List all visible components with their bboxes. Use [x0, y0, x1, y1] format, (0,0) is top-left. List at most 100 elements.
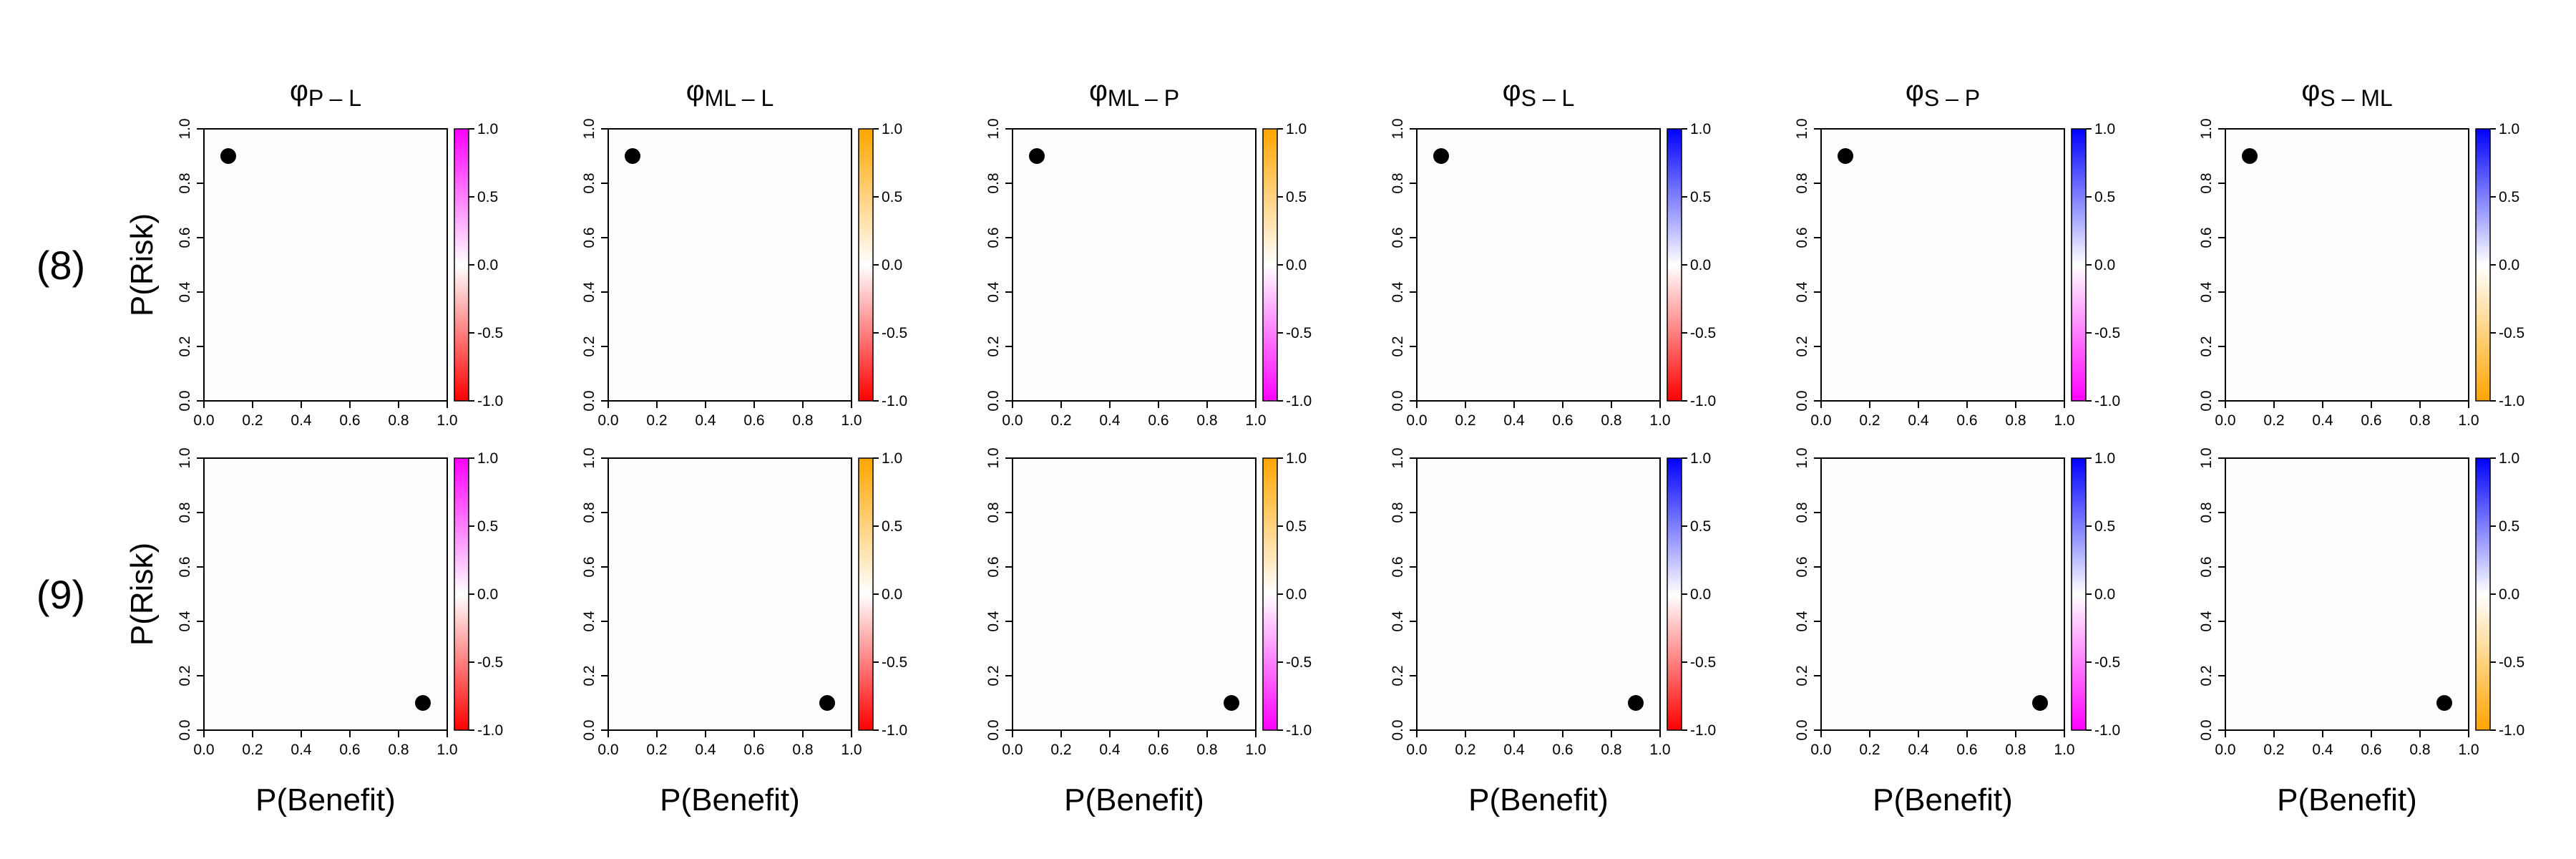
colorbar-tick-label: 0.5: [2094, 189, 2115, 205]
y-tick-label: 0.2: [2198, 665, 2215, 686]
colorbar: [454, 129, 469, 401]
x-tick-label: 0.0: [1002, 412, 1023, 429]
colorbar-tick-label: 0.0: [477, 257, 498, 273]
panel-8-3: 0.0 0.2 0.4 0.6 0.8 1.0 0.0 0.2 0.4 0.6 0.8 1.0 -1.0…: [985, 75, 1312, 429]
x-tick-label: 0.4: [2312, 412, 2333, 429]
y-tick-label: 1.0: [581, 447, 597, 468]
x-axis-title: P(Benefit): [255, 782, 396, 817]
x-tick-label: 1.0: [1245, 742, 1266, 758]
colorbar-tick-label: -0.5: [477, 325, 503, 341]
colorbar-tick-label: -0.5: [477, 654, 503, 671]
x-tick-label: 0.2: [1455, 412, 1475, 429]
colorbar-tick-label: -1.0: [477, 393, 503, 409]
data-point: [2032, 695, 2048, 711]
x-tick-label: 0.4: [1503, 412, 1525, 429]
row-label: (8): [36, 243, 85, 288]
y-tick-label: 0.2: [2198, 336, 2215, 356]
y-tick-label: 0.2: [1390, 665, 1406, 686]
y-tick-label: 1.0: [177, 447, 193, 468]
data-point: [819, 695, 835, 711]
colorbar-tick-label: 0.0: [1690, 586, 1711, 603]
x-tick-label: 0.8: [2409, 742, 2430, 758]
data-point: [1224, 695, 1239, 711]
x-tick-label: 0.8: [1601, 412, 1621, 429]
colorbar-tick-label: 1.0: [2499, 121, 2519, 137]
y-tick-label: 1.0: [1794, 447, 1810, 468]
y-tick-label: 0.4: [2198, 281, 2215, 303]
colorbar: [2476, 458, 2490, 730]
x-tick-label: 0.6: [339, 742, 360, 758]
x-tick-label: 1.0: [2054, 412, 2074, 429]
x-tick-label: 0.0: [1810, 412, 1831, 429]
plot-frame: [2225, 128, 2469, 402]
colorbar-tick-label: 0.5: [2499, 518, 2519, 535]
x-tick-label: 0.6: [1148, 412, 1169, 429]
y-tick-label: 0.4: [985, 611, 1002, 632]
y-tick-label: 0.8: [1390, 502, 1406, 523]
colorbar-tick-label: 1.0: [2094, 121, 2115, 137]
colorbar-tick-label: 0.0: [2094, 257, 2115, 273]
y-tick-label: 0.8: [1390, 173, 1406, 193]
colorbar: [2072, 458, 2086, 730]
x-tick-label: 0.2: [242, 412, 263, 429]
x-tick-label: 0.6: [339, 412, 360, 429]
plot-frame: [1416, 457, 1661, 731]
x-tick-label: 0.0: [597, 412, 618, 429]
colorbar-tick-label: 0.5: [1690, 189, 1711, 205]
colorbar: [2476, 129, 2490, 401]
colorbar: [2072, 129, 2086, 401]
colorbar: [859, 458, 873, 730]
plot-frame: [1012, 128, 1257, 402]
plot-frame: [608, 457, 852, 731]
plot-area: [2225, 458, 2469, 730]
y-tick-label: 0.6: [1794, 227, 1810, 248]
x-tick-label: 0.0: [1002, 742, 1023, 758]
colorbar-tick-label: -0.5: [2499, 654, 2524, 671]
panel-title: φS – L: [1503, 75, 1575, 111]
panel-8-1: 0.0 0.2 0.4 0.6 0.8 1.0 0.0 0.2 0.4 0.6 0.8 1.0 -1.0…: [125, 75, 503, 429]
y-tick-label: 0.6: [2198, 227, 2215, 248]
colorbar-tick-label: 0.0: [1286, 257, 1307, 273]
x-tick-label: 0.6: [1552, 742, 1573, 758]
colorbar: [1667, 458, 1682, 730]
x-tick-label: 0.0: [1406, 412, 1427, 429]
x-tick-label: 0.2: [646, 412, 667, 429]
y-tick-label: 0.4: [1794, 611, 1810, 632]
y-tick-label: 0.4: [985, 281, 1002, 303]
y-tick-label: 0.2: [581, 665, 597, 686]
y-tick-label: 0.6: [177, 227, 193, 248]
x-tick-label: 0.2: [2263, 412, 2284, 429]
x-tick-label: 1.0: [1245, 412, 1266, 429]
y-tick-label: 0.0: [1390, 390, 1406, 411]
colorbar-tick-label: -0.5: [2094, 654, 2120, 671]
x-tick-label: 1.0: [2054, 742, 2074, 758]
colorbar-tick-label: 0.5: [477, 189, 498, 205]
data-point: [625, 148, 640, 164]
y-tick-label: 0.0: [581, 719, 597, 740]
panel-9-4: 0.0 0.2 0.4 0.6 0.8 1.0 0.0 0.2 0.4 0.6 0.8 1.0 -1.0…: [1390, 447, 1716, 817]
plot-area: [1821, 458, 2064, 730]
colorbar-tick-label: -1.0: [477, 722, 503, 739]
y-tick-label: 0.2: [1794, 336, 1810, 356]
y-tick-label: 0.4: [581, 281, 597, 303]
colorbar-tick-label: 1.0: [477, 121, 498, 137]
colorbar-tick-label: 0.0: [1690, 257, 1711, 273]
y-tick-label: 0.4: [1794, 281, 1810, 303]
x-tick-label: 0.6: [1956, 412, 1977, 429]
y-tick-label: 0.0: [985, 390, 1002, 411]
y-tick-label: 0.0: [177, 719, 193, 740]
x-tick-label: 0.4: [1908, 412, 1929, 429]
y-tick-label: 0.6: [1794, 556, 1810, 577]
x-tick-label: 0.4: [1503, 742, 1525, 758]
x-tick-label: 0.4: [695, 742, 716, 758]
y-tick-label: 0.8: [581, 173, 597, 193]
colorbar-tick-label: 0.0: [1286, 586, 1307, 603]
y-axis-title: P(Risk): [125, 543, 160, 646]
colorbar-tick-label: 1.0: [1286, 121, 1307, 137]
y-tick-label: 0.6: [985, 556, 1002, 577]
plot-area: [1013, 129, 1256, 401]
colorbar-tick-label: -0.5: [882, 654, 907, 671]
y-axis-title: P(Risk): [125, 213, 160, 316]
x-axis-title: P(Benefit): [1064, 782, 1204, 817]
